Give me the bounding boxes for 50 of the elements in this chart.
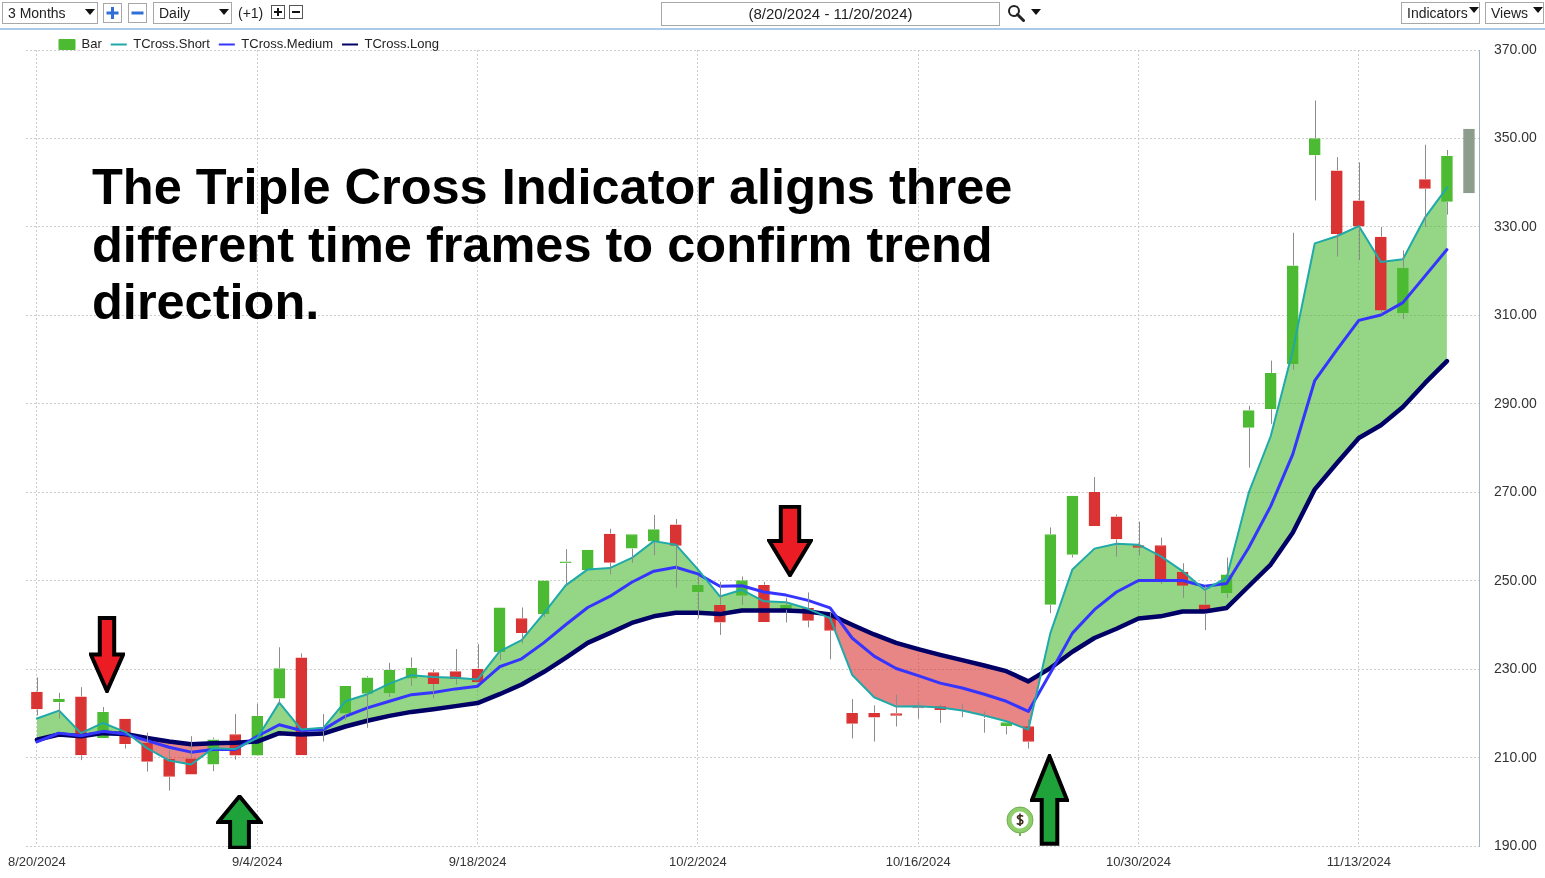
y-tick-label: 330.00 [1494, 217, 1538, 234]
x-tick-label: 9/4/2024 [231, 853, 283, 869]
button: Views [1485, 2, 1544, 24]
legend-label: TCross.Medium [241, 36, 334, 52]
x-tick-label: 10/30/2024 [1105, 853, 1172, 869]
y-tick-label: 350.00 [1494, 129, 1538, 146]
candlestick [1264, 360, 1277, 425]
candlestick [1397, 249, 1409, 320]
candlestick [1286, 232, 1299, 371]
y-tick-label: 250.00 [1494, 571, 1538, 588]
candlestick [1088, 476, 1101, 526]
candlestick [273, 646, 286, 704]
dropdown-field: 3 Months [2, 2, 98, 24]
x-tick-label: 10/16/2024 [885, 853, 951, 869]
candlestick [1330, 156, 1343, 258]
candlestick [890, 694, 902, 727]
y-tick-label: 210.00 [1494, 748, 1538, 765]
candlestick [1044, 526, 1057, 614]
candlestick [1375, 226, 1387, 315]
y-tick-label: 310.00 [1494, 306, 1538, 323]
y-tick-label: 190.00 [1494, 837, 1538, 854]
legend-label: Bar [81, 36, 103, 52]
y-tick-label: 230.00 [1494, 660, 1538, 677]
candlestick [603, 528, 616, 575]
legend-label: TCross.Short [133, 36, 211, 52]
candlestick [692, 575, 704, 620]
candlestick [1000, 722, 1013, 735]
candlestick [1441, 149, 1453, 216]
candlestick [670, 518, 682, 589]
dropdown-field: Daily [153, 2, 232, 24]
text: (+1) [238, 4, 264, 23]
annotation: The Triple Cross Indicator aligns three different time frames to confirm trend direction. [92, 158, 1014, 331]
candlestick [581, 549, 594, 571]
x-tick-label: 11/13/2024 [1326, 853, 1391, 869]
x-tick-label: 8/20/2024 [7, 853, 66, 869]
candlestick [493, 607, 506, 661]
candlestick [559, 548, 572, 586]
candlestick [1463, 128, 1475, 194]
candlestick [1110, 514, 1123, 558]
x-tick-label: 9/18/2024 [448, 853, 507, 869]
candlestick [1419, 144, 1431, 228]
candlestick [868, 704, 880, 743]
y-tick-label: 270.00 [1494, 483, 1538, 500]
x-tick-label: 10/2/2024 [668, 853, 727, 869]
legend-label: TCross.Long [364, 36, 439, 52]
button: Indicators [1401, 2, 1480, 24]
candlestick [1353, 161, 1365, 261]
y-tick-label: 370.00 [1494, 40, 1538, 57]
y-tick-label: 290.00 [1494, 394, 1538, 411]
chart-title: (8/20/2024 - 11/20/2024) [661, 2, 1000, 26]
